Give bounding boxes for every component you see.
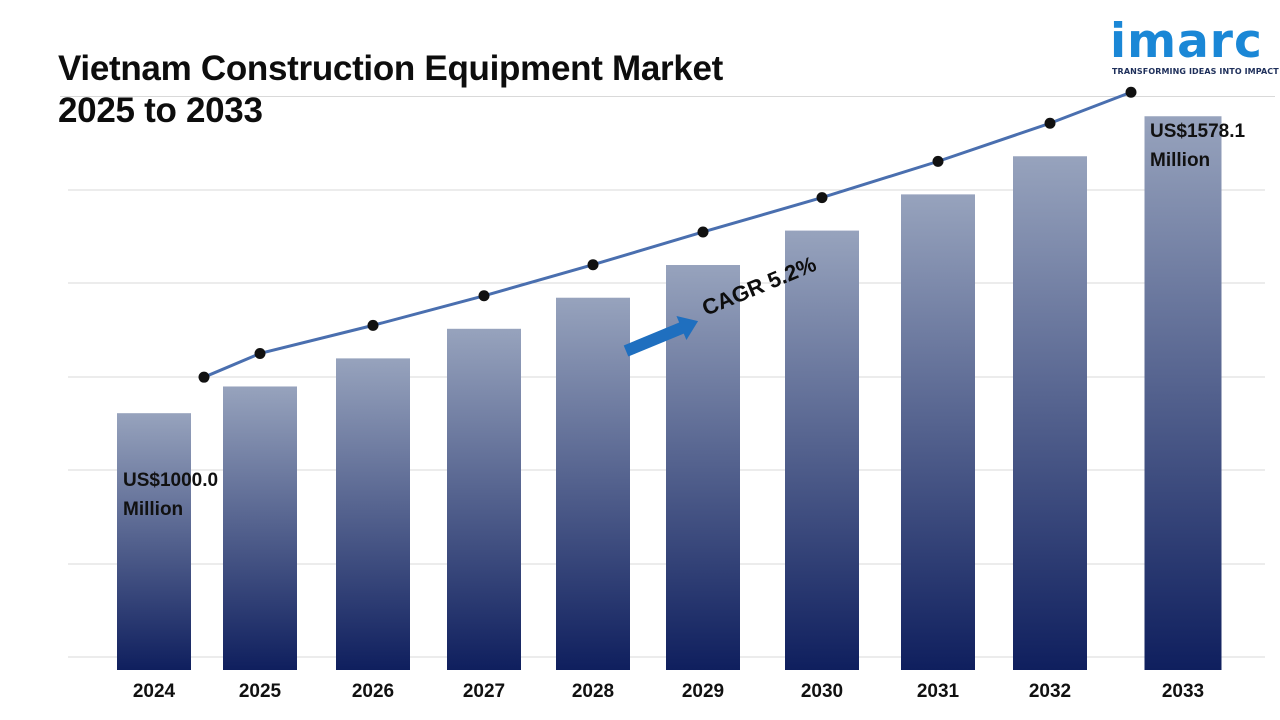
bar-2031 xyxy=(901,194,975,670)
bar-2025 xyxy=(223,386,297,670)
bar-2024 xyxy=(117,413,191,670)
trend-point-2024 xyxy=(198,371,210,383)
logo-wordmark: imarc xyxy=(1110,14,1263,69)
trend-point-2030 xyxy=(816,192,828,204)
bar-2032 xyxy=(1013,156,1087,670)
bar-2028 xyxy=(556,297,630,670)
bar-2026 xyxy=(336,358,410,670)
bars xyxy=(117,116,1222,670)
chart-title-line2: 2025 to 2033 xyxy=(58,91,263,130)
bar-2033 xyxy=(1144,116,1222,670)
trend-point-2031 xyxy=(932,155,944,167)
trend-point-2029 xyxy=(697,226,709,238)
trend-point-2028 xyxy=(587,259,599,271)
trend-line xyxy=(198,86,1137,383)
trend-point-2025 xyxy=(254,347,266,359)
trend-polyline xyxy=(203,90,1132,379)
cagr-arrow-icon xyxy=(623,316,699,357)
last-value-label: US$1578.1 Million xyxy=(1150,121,1246,171)
x-axis-ticks: 2024 2025 2026 2027 2028 2029 2030 2031 2032 2033 xyxy=(133,681,1204,702)
x-tick-2033: 2033 xyxy=(1162,681,1204,702)
x-tick-2024: 2024 xyxy=(133,681,176,702)
chart-title: Vietnam Construction Equipment Market 20… xyxy=(58,48,723,132)
bar-2030 xyxy=(785,230,859,670)
trend-point-2027 xyxy=(478,290,490,302)
x-tick-2031: 2031 xyxy=(917,681,960,702)
x-tick-2026: 2026 xyxy=(352,681,394,702)
arrow-head xyxy=(676,316,699,341)
imarc-logo: imarc TRANSFORMING IDEAS INTO IMPACT xyxy=(1110,10,1279,82)
logo-tagline: TRANSFORMING IDEAS INTO IMPACT xyxy=(1112,67,1279,76)
x-tick-2030: 2030 xyxy=(801,681,843,702)
trend-point-2032 xyxy=(1044,117,1056,129)
first-value-label: US$1000.0 Million xyxy=(123,470,218,520)
chart-title-line1: Vietnam Construction Equipment Market xyxy=(58,49,724,88)
trend-point-2033 xyxy=(1125,86,1137,98)
bar-2027 xyxy=(447,328,521,670)
x-tick-2027: 2027 xyxy=(463,681,505,702)
header-divider xyxy=(60,96,1275,97)
x-tick-2028: 2028 xyxy=(572,681,614,702)
x-tick-2029: 2029 xyxy=(682,681,724,702)
arrow-shaft xyxy=(623,321,686,357)
trend-point-2026 xyxy=(367,319,379,331)
x-tick-2025: 2025 xyxy=(239,681,282,702)
x-tick-2032: 2032 xyxy=(1029,681,1071,702)
